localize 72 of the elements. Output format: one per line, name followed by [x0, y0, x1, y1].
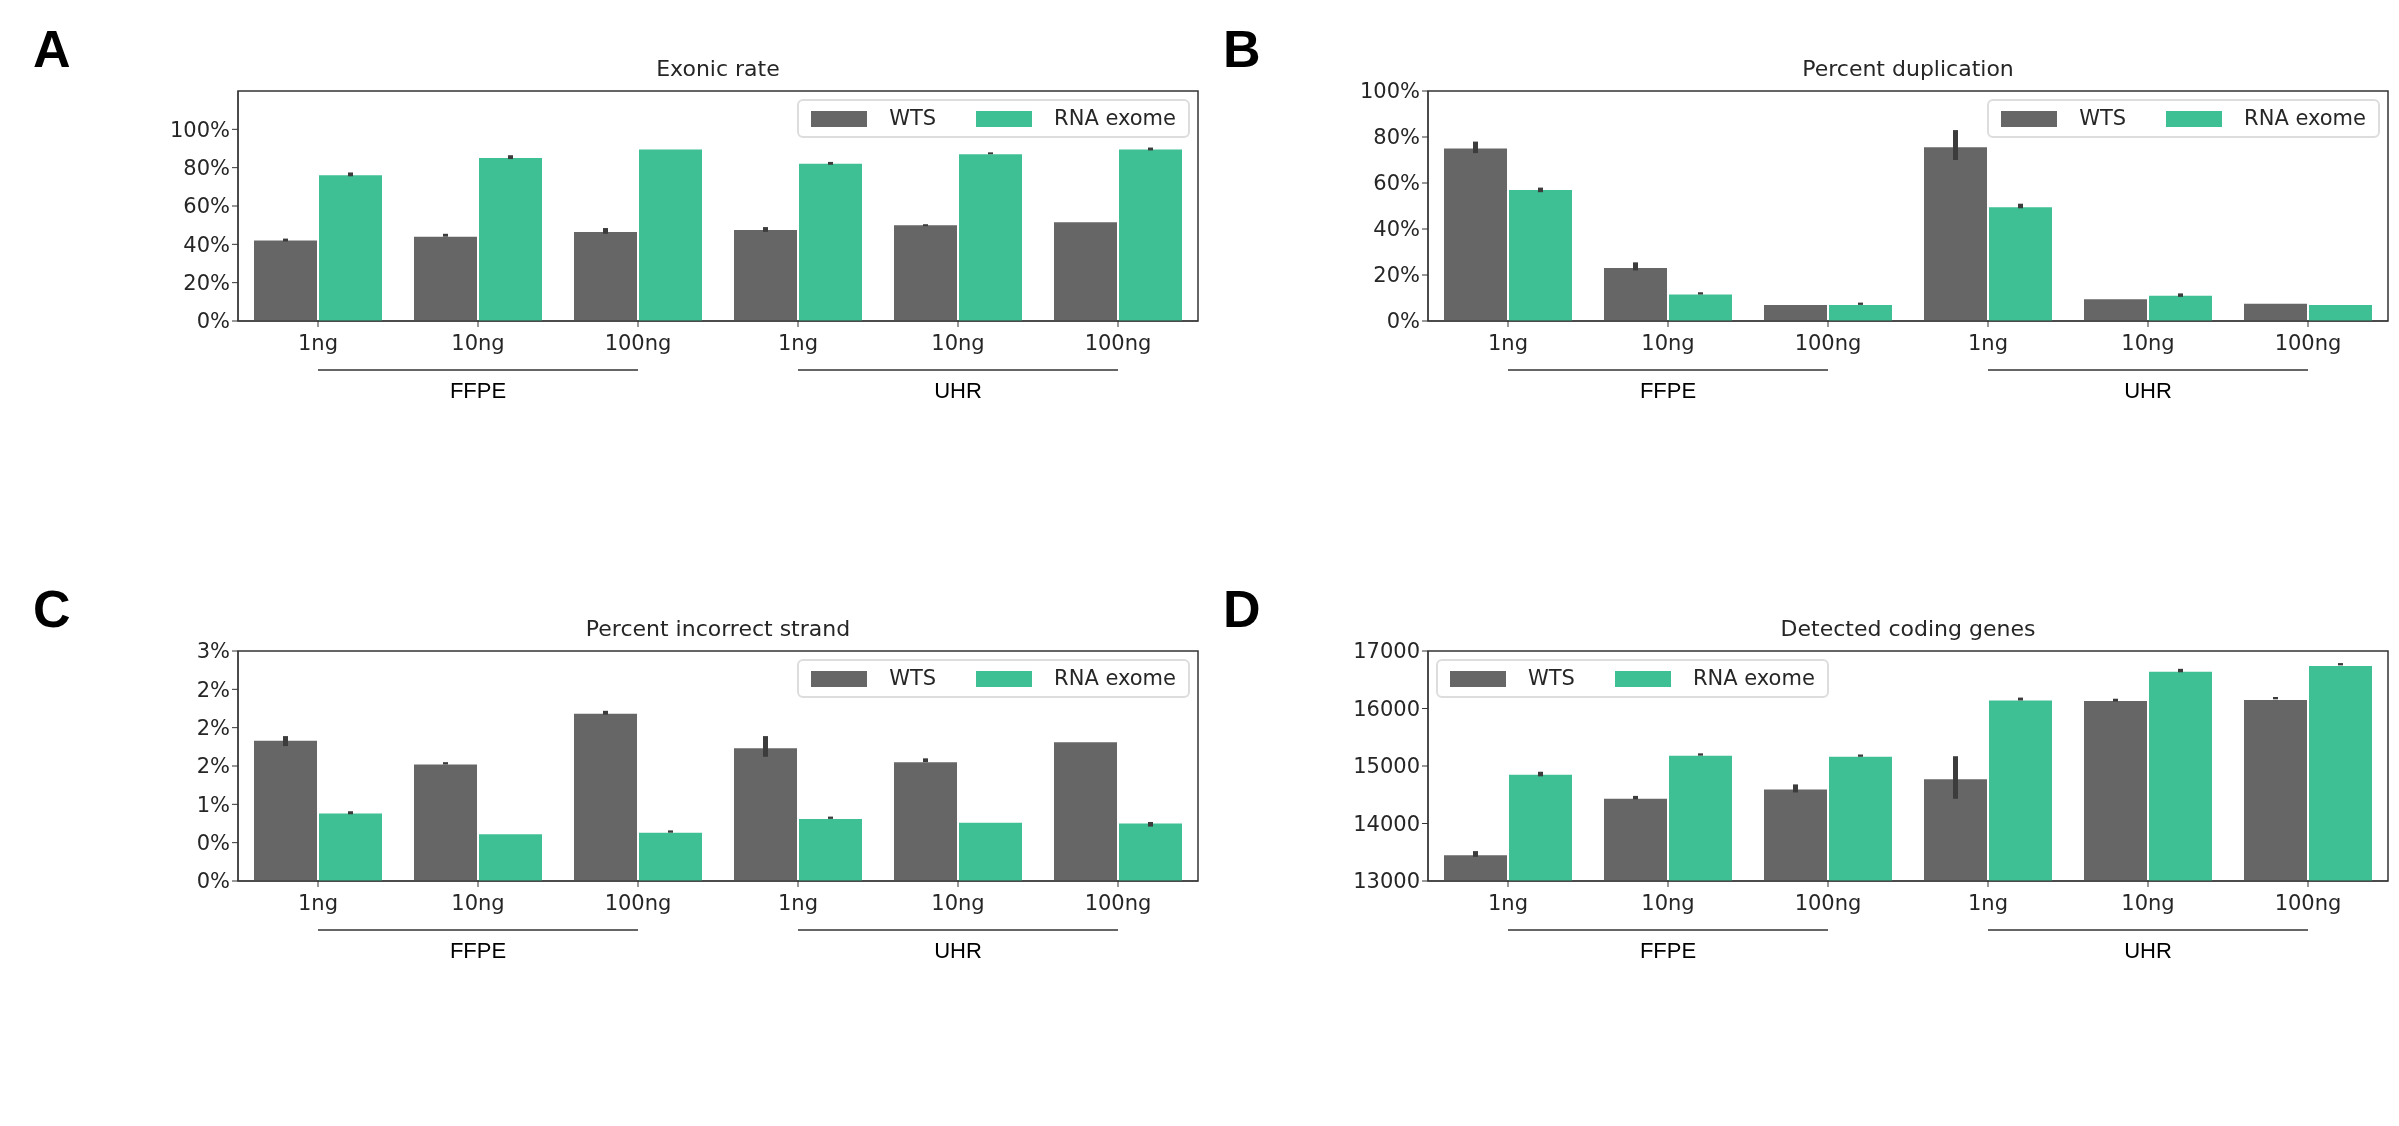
x-tick-label: 1ng [1967, 330, 2009, 355]
x-tick-label: 100ng [1794, 330, 1862, 355]
text: UHR [2124, 378, 2172, 403]
y-tick-label: 80% [1373, 125, 1420, 150]
legend-label: WTS [889, 105, 937, 132]
y-tick-label: 2% [196, 716, 230, 741]
legend-label: RNA exome [1054, 665, 1176, 692]
text: B [1223, 20, 1261, 78]
y-tick-label: 20% [1373, 263, 1420, 288]
y-tick-label: 20% [183, 271, 230, 296]
y-tick-label: 0% [196, 869, 230, 894]
legend-label: RNA exome [2244, 105, 2366, 132]
text: FFPE [1639, 378, 1697, 403]
y-tick-label: 1% [196, 792, 230, 817]
text: D [1223, 580, 1261, 638]
legend-label: RNA exome [1054, 105, 1176, 132]
chart-title: Detected coding genes [1779, 616, 2037, 641]
x-tick-label: 1ng [1487, 330, 1529, 355]
x-tick-label: 10ng [2121, 890, 2175, 915]
y-tick-label: 0% [196, 831, 230, 856]
x-tick-label: 10ng [2121, 330, 2175, 355]
x-tick-label: 1ng [1967, 890, 2009, 915]
y-tick-label: 13000 [1353, 869, 1420, 894]
x-tick-label: 100ng [1084, 330, 1152, 355]
legend-label: WTS [1528, 665, 1575, 692]
chart-title: Exonic rate [655, 56, 781, 81]
x-tick-label: 100ng [604, 890, 672, 915]
y-tick-label: 16000 [1353, 696, 1420, 721]
y-tick-label: 15000 [1353, 754, 1420, 779]
x-tick-label: 10ng [931, 890, 985, 915]
text: UHR [934, 378, 982, 403]
x-tick-label: 10ng [1641, 890, 1695, 915]
y-tick-label: 60% [1373, 171, 1420, 196]
legend-label: RNA exome [1692, 665, 1815, 692]
x-tick-label: 100ng [1794, 890, 1862, 915]
legend-label: WTS [2079, 105, 2127, 132]
text: C [33, 580, 71, 638]
x-tick-label: 100ng [2274, 330, 2342, 355]
y-tick-label: 2% [196, 754, 230, 779]
y-tick-label: 40% [1373, 217, 1420, 242]
y-tick-label: 100% [169, 117, 230, 142]
text: FFPE [449, 938, 507, 963]
y-tick-label: 100% [1359, 79, 1420, 104]
x-tick-label: 10ng [451, 890, 505, 915]
x-tick-label: 10ng [1641, 330, 1695, 355]
x-tick-label: 1ng [297, 330, 339, 355]
y-tick-label: 0% [1386, 309, 1420, 334]
y-tick-label: 40% [183, 232, 230, 257]
text: A [33, 20, 71, 78]
x-tick-label: 100ng [1084, 890, 1152, 915]
x-tick-label: 100ng [2274, 890, 2342, 915]
y-tick-label: 14000 [1353, 811, 1420, 836]
x-tick-label: 1ng [297, 890, 339, 915]
text: UHR [934, 938, 982, 963]
x-tick-label: 100ng [604, 330, 672, 355]
text: UHR [2124, 938, 2172, 963]
chart-title: Percent incorrect strand [584, 616, 852, 641]
x-tick-label: 10ng [931, 330, 985, 355]
y-tick-label: 2% [196, 677, 230, 702]
text: FFPE [1639, 938, 1697, 963]
x-tick-label: 1ng [1487, 890, 1529, 915]
x-tick-label: 10ng [451, 330, 505, 355]
y-tick-label: 17000 [1353, 639, 1420, 664]
x-tick-label: 1ng [777, 890, 819, 915]
x-tick-label: 1ng [777, 330, 819, 355]
text: FFPE [449, 378, 507, 403]
y-tick-label: 80% [183, 156, 230, 181]
y-tick-label: 0% [196, 309, 230, 334]
legend-label: WTS [889, 665, 937, 692]
chart-title: Percent duplication [1801, 56, 2015, 81]
y-tick-label: 60% [183, 194, 230, 219]
y-tick-label: 3% [196, 639, 230, 664]
